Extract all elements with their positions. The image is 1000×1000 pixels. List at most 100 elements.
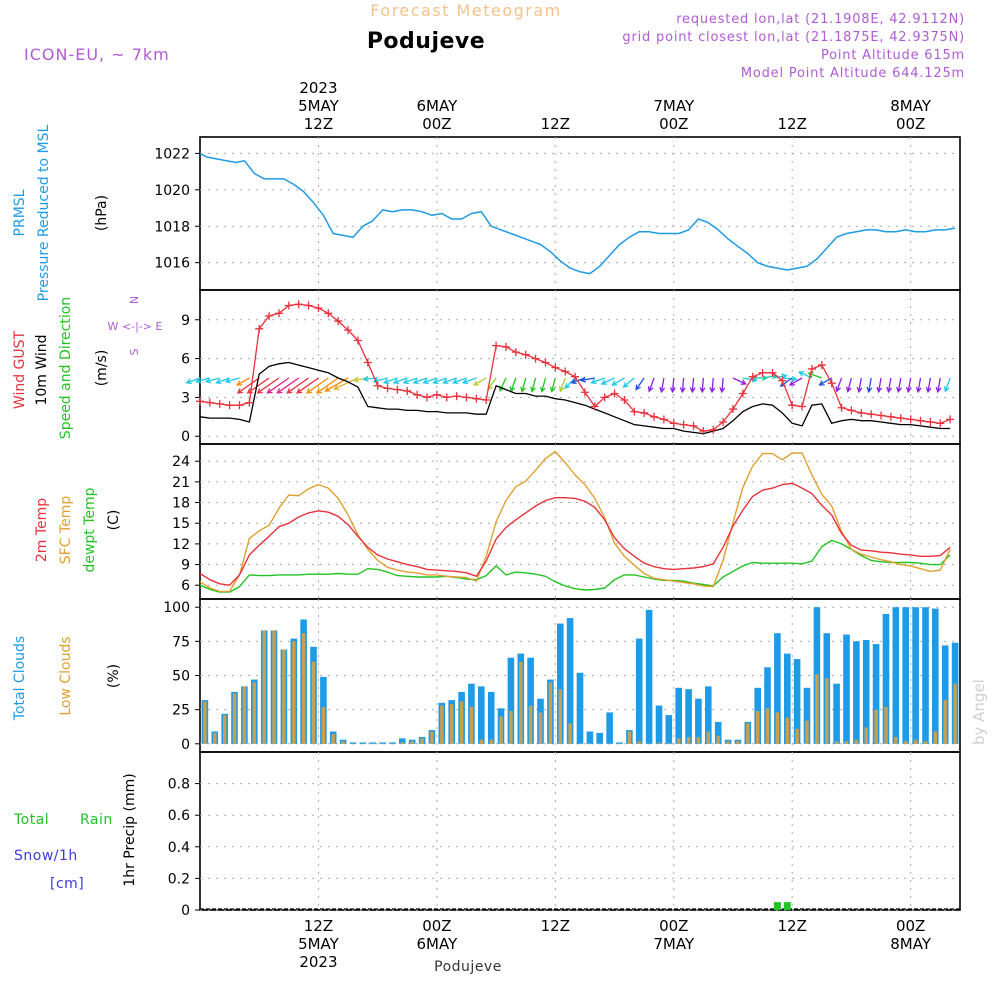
wind-gust-marker	[837, 403, 846, 412]
wind-arrow-head	[392, 378, 400, 385]
point-altitude: Point Altitude 615m	[821, 48, 965, 63]
wind-arrow	[611, 377, 625, 386]
clouds-total-label: Total Clouds	[12, 636, 28, 721]
wind-arrow-head	[719, 387, 726, 394]
total-cloud-bar	[705, 686, 712, 744]
wind-arrow-head	[876, 386, 883, 394]
total-cloud-bar	[487, 691, 495, 744]
total-cloud-bar	[774, 633, 781, 744]
wind-arrow	[236, 377, 250, 386]
wind-gust-marker	[946, 415, 955, 424]
product-title: Forecast Meteogram	[370, 1, 561, 20]
wind-arrow	[907, 377, 912, 392]
wind-gust-marker	[906, 415, 915, 424]
low-cloud-bar	[943, 700, 947, 744]
time-label-bottom: 12Z	[778, 917, 807, 935]
wind-gust-marker	[768, 368, 777, 377]
precip-ylabel: 1hr Precip (mm)	[122, 773, 138, 886]
low-cloud-bar	[686, 737, 691, 744]
low-cloud-bar	[331, 734, 335, 744]
wind-gust-marker	[867, 410, 876, 419]
low-cloud-bar	[459, 701, 464, 744]
wind-gust-marker	[363, 358, 372, 367]
wind-arrow	[559, 377, 566, 392]
wind-arrow-head	[276, 388, 283, 394]
wind-arrow	[521, 377, 527, 392]
panels	[195, 136, 961, 911]
low-cloud-bar	[844, 741, 849, 744]
temperature-ytick-label: 21	[172, 475, 190, 491]
wind-arrow-head	[520, 386, 526, 393]
low-cloud-bar	[262, 630, 266, 744]
total-cloud-bar	[527, 657, 534, 744]
pressure-ytick-label: 1018	[154, 219, 190, 235]
wind-arrow-head	[570, 378, 577, 385]
wind-arrow-head	[540, 386, 546, 393]
wind-arrow-head	[600, 379, 607, 385]
wind-arrow-head	[194, 377, 202, 384]
precip-bar	[783, 902, 791, 910]
wind-gust-marker	[630, 407, 639, 416]
wind-arrow	[551, 377, 556, 392]
time-label-top: 5MAY	[298, 97, 340, 115]
wind-arrow	[601, 377, 615, 385]
total-cloud-bar	[843, 634, 850, 744]
data-marks	[185, 152, 960, 910]
wind-arrow-head	[866, 386, 873, 394]
total-cloud-bar	[675, 687, 682, 744]
clouds-low-label: Low Clouds	[58, 636, 74, 715]
footer-location: Podujeve	[434, 959, 502, 975]
wind-gust-marker	[284, 301, 293, 310]
wind-arrow	[267, 377, 290, 394]
total-cloud-bar	[606, 712, 613, 744]
time-label-top: 8MAY	[890, 97, 932, 115]
pressure-ytick-label: 1020	[154, 183, 190, 199]
low-cloud-bar	[953, 683, 957, 744]
wind-arrow-head	[305, 388, 313, 394]
wind-arrow-head	[256, 388, 263, 394]
wind-arrow	[443, 377, 457, 384]
low-cloud-bar	[765, 708, 770, 744]
model-altitude: Model Point Altitude 644.125m	[741, 66, 965, 81]
wind-arrow	[917, 377, 922, 392]
wind-gust-marker	[926, 418, 935, 426]
wind-arrow	[453, 377, 467, 384]
low-cloud-bar	[272, 630, 276, 744]
wind-arrow-head	[402, 378, 409, 385]
wind-gust-marker	[353, 336, 362, 345]
wind-arrow-head	[579, 376, 587, 383]
low-cloud-bar	[706, 731, 710, 744]
requested-coords: requested lon,lat (21.1908E, 42.9112N)	[676, 12, 965, 27]
wind-arrow	[296, 377, 319, 394]
wind-arrow	[772, 374, 787, 379]
low-cloud-bar	[203, 701, 207, 744]
total-cloud-bar	[576, 672, 584, 744]
wind-arrow	[897, 377, 902, 392]
wind-arrow-head	[461, 378, 469, 385]
wind-arrow-head	[669, 387, 676, 394]
wind-arrow-head	[689, 387, 696, 394]
time-label-top: 00Z	[422, 115, 451, 133]
total-cloud-bar	[635, 638, 643, 744]
wind-arrow-head	[856, 386, 863, 394]
wind-ytick-label: 9	[181, 313, 190, 329]
wind-arrow	[691, 377, 695, 393]
wind-arrow-head	[362, 375, 369, 382]
wind-gust-marker	[442, 393, 451, 402]
wind-arrow-head	[886, 386, 893, 394]
time-label-bottom: 6MAY	[417, 935, 459, 953]
wind-arrow	[423, 377, 438, 384]
wind-gust-marker	[245, 398, 254, 407]
wind-arrow-head	[442, 378, 449, 385]
time-label-bottom: 12Z	[304, 917, 333, 935]
total-cloud-bar	[714, 721, 722, 744]
wind-arrow-head	[761, 375, 769, 381]
wind-gust-marker	[827, 379, 836, 388]
time-label-bottom: 8MAY	[890, 935, 932, 953]
total-cloud-bar	[655, 705, 663, 744]
total-cloud-bar	[793, 659, 801, 744]
time-label-bottom: 5MAY	[298, 935, 340, 953]
wind-10m-line	[199, 361, 951, 435]
temp-2m-label: 2m Temp	[34, 498, 50, 562]
total-cloud-bar	[695, 698, 702, 744]
